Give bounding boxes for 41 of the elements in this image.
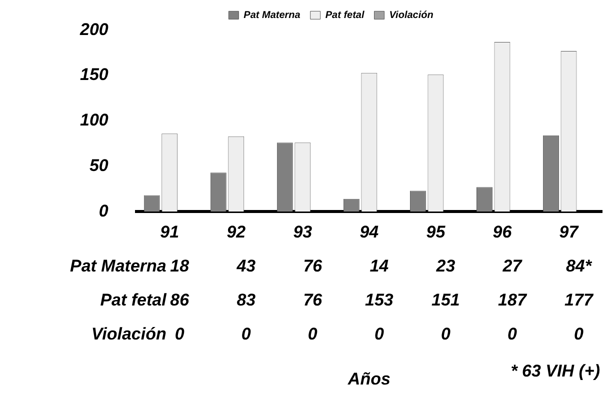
x-tick-label: 91 xyxy=(160,222,180,242)
data-label: 76 xyxy=(303,290,323,310)
y-tick-label: 0 xyxy=(98,201,109,220)
y-tick-label: 200 xyxy=(78,20,109,39)
data-label: 86 xyxy=(170,290,190,310)
text: Años xyxy=(346,369,390,388)
x-tick-label: 95 xyxy=(426,222,446,242)
data-label: 0 xyxy=(241,324,252,344)
data-label: 0 xyxy=(374,324,384,344)
legend-label: Pat fetal xyxy=(325,10,364,21)
data-label: 76 xyxy=(303,256,323,276)
data-label: 84* xyxy=(566,256,593,276)
data-label: 14 xyxy=(370,256,390,276)
data-label: 153 xyxy=(364,290,394,310)
x-tick-label: 97 xyxy=(559,222,580,242)
data-label: 0 xyxy=(440,324,451,344)
data-label: 43 xyxy=(236,256,256,276)
data-label: 18 xyxy=(170,256,190,276)
text: Pat fetal xyxy=(100,290,166,310)
text: Pat Materna xyxy=(70,256,166,276)
y-tick-label: 100 xyxy=(80,110,109,130)
data-label: 0 xyxy=(574,324,584,344)
data-label: 83 xyxy=(236,290,256,310)
data-label: 187 xyxy=(498,290,528,310)
y-tick-label: 50 xyxy=(89,156,109,175)
x-tick-label: 96 xyxy=(492,222,512,242)
x-tick-label: 92 xyxy=(226,222,246,242)
text: Violación xyxy=(91,324,166,344)
data-label: 151 xyxy=(432,290,460,310)
data-label: 0 xyxy=(174,324,185,344)
text: * 63 VIH (+) xyxy=(510,361,600,380)
data-label: 0 xyxy=(507,324,518,344)
x-tick-label: 93 xyxy=(293,222,313,242)
legend-label: Pat Materna xyxy=(244,10,301,21)
data-label: 177 xyxy=(564,290,594,310)
data-label: 27 xyxy=(502,256,524,276)
x-tick-label: 94 xyxy=(360,222,380,242)
data-label: 23 xyxy=(435,256,456,276)
legend-label: Violación xyxy=(389,10,434,21)
y-tick-label: 150 xyxy=(80,65,109,84)
data-label: 0 xyxy=(308,324,318,344)
